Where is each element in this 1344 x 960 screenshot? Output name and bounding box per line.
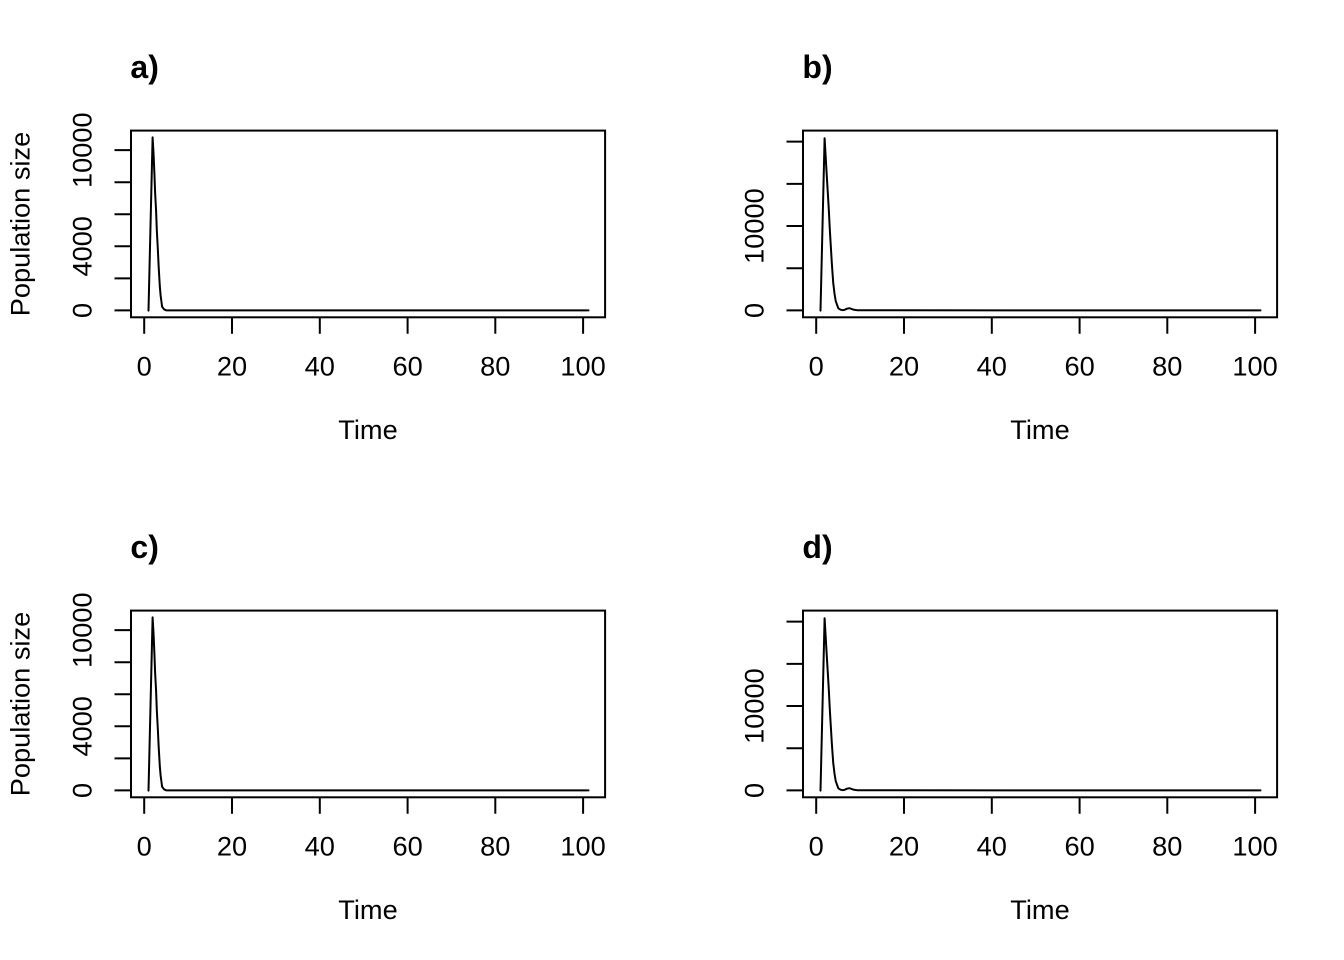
svg-text:100: 100 — [1232, 351, 1277, 382]
svg-text:80: 80 — [480, 831, 510, 862]
svg-text:Population size: Population size — [5, 612, 36, 796]
svg-text:0: 0 — [739, 303, 770, 318]
svg-text:4000: 4000 — [67, 216, 98, 276]
svg-text:c): c) — [130, 529, 158, 565]
svg-text:0: 0 — [137, 351, 152, 382]
svg-text:0: 0 — [67, 303, 98, 318]
svg-text:0: 0 — [809, 351, 824, 382]
svg-text:40: 40 — [977, 351, 1007, 382]
svg-text:Time: Time — [1010, 414, 1069, 445]
svg-text:80: 80 — [1152, 831, 1182, 862]
svg-text:100: 100 — [1232, 831, 1277, 862]
svg-text:80: 80 — [480, 351, 510, 382]
svg-text:4000: 4000 — [67, 696, 98, 756]
svg-text:10000: 10000 — [67, 112, 98, 188]
svg-text:100: 100 — [560, 351, 605, 382]
svg-text:10000: 10000 — [739, 668, 770, 744]
svg-text:20: 20 — [889, 831, 919, 862]
svg-text:40: 40 — [305, 351, 335, 382]
svg-text:10000: 10000 — [67, 592, 98, 668]
svg-text:20: 20 — [217, 351, 247, 382]
svg-text:40: 40 — [305, 831, 335, 862]
svg-text:0: 0 — [137, 831, 152, 862]
svg-text:20: 20 — [217, 831, 247, 862]
svg-text:Population size: Population size — [5, 132, 36, 316]
svg-text:a): a) — [130, 49, 158, 85]
svg-text:d): d) — [802, 529, 832, 565]
svg-text:60: 60 — [392, 351, 422, 382]
svg-text:100: 100 — [560, 831, 605, 862]
svg-text:Time: Time — [338, 414, 397, 445]
svg-text:60: 60 — [1064, 351, 1094, 382]
svg-text:0: 0 — [739, 783, 770, 798]
svg-text:40: 40 — [977, 831, 1007, 862]
svg-text:Time: Time — [1010, 894, 1069, 925]
svg-text:80: 80 — [1152, 351, 1182, 382]
svg-text:0: 0 — [67, 783, 98, 798]
svg-text:10000: 10000 — [739, 188, 770, 264]
svg-text:0: 0 — [809, 831, 824, 862]
svg-text:b): b) — [802, 49, 832, 85]
svg-text:60: 60 — [392, 831, 422, 862]
svg-text:20: 20 — [889, 351, 919, 382]
svg-text:Time: Time — [338, 894, 397, 925]
svg-text:60: 60 — [1064, 831, 1094, 862]
